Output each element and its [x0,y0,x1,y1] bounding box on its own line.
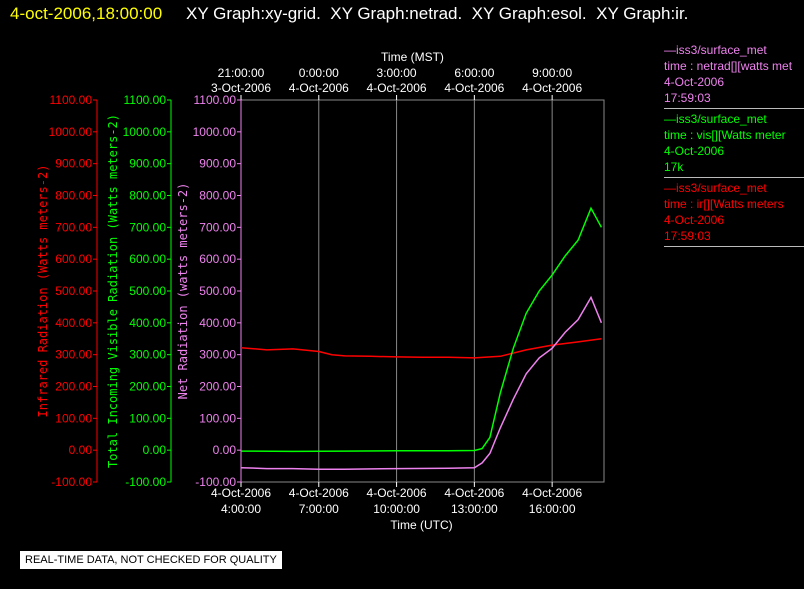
bottom-tick-time-label: 10:00:00 [373,502,420,516]
netrad-y-tick-label: 500.00 [199,284,236,298]
legend-title: —iss3/surface_met [664,112,767,126]
bottom-tick-date-label: 4-Oct-2006 [522,486,582,500]
top-tick-date-label: 4-Oct-2006 [522,81,582,95]
ir-y-tick-label: 100.00 [55,411,92,425]
netrad-y-tick-label: 800.00 [199,189,236,203]
bottom-axis-title: Time (UTC) [390,518,452,532]
bottom-tick-time-label: 4:00:00 [221,502,261,516]
vis-y-tick-label: 400.00 [129,316,166,330]
ir-y-tick-label: 500.00 [55,284,92,298]
top-tick-date-label: 4-Oct-2006 [444,81,504,95]
vis-y-tick-label: 800.00 [129,189,166,203]
top-tick-date-label: 3-Oct-2006 [211,81,271,95]
legend-entry-vis: —iss3/surface_met time : vis[][Watts met… [664,111,804,178]
vis-y-tick-label: 1100.00 [124,93,167,107]
ir-y-tick-label: 700.00 [55,220,92,234]
ir-y-tick-label: 600.00 [55,252,92,266]
vis-y-tick-label: 1000.00 [123,125,167,139]
vis-y-axis-title: Total Incoming Visible Radiation (Watts … [106,114,120,468]
ir-y-tick-label: 200.00 [55,380,92,394]
quality-disclaimer: REAL-TIME DATA, NOT CHECKED FOR QUALITY [20,551,282,569]
top-axis-title: Time (MST) [381,50,444,64]
ir-y-tick-label: 300.00 [55,348,92,362]
bottom-tick-time-label: 7:00:00 [299,502,339,516]
bottom-tick-date-label: 4-Oct-2006 [367,486,427,500]
netrad-y-tick-label: -100.00 [195,475,236,489]
top-tick-date-label: 4-Oct-2006 [367,81,427,95]
vis-y-tick-label: 500.00 [129,284,166,298]
legend-time: 17:59:03 [664,91,711,105]
top-tick-time-label: 3:00:00 [377,66,417,80]
legend-variable: time : vis[][Watts meter [664,128,786,142]
legend-time: 17:59:03 [664,229,711,243]
top-tick-time-label: 9:00:00 [532,66,572,80]
netrad-y-tick-label: 1000.00 [193,125,237,139]
top-tick-date-label: 4-Oct-2006 [289,81,349,95]
legend-time: 17k [664,160,684,174]
netrad-y-tick-label: 400.00 [199,316,236,330]
bottom-tick-time-label: 16:00:00 [529,502,576,516]
series-line-vis [240,206,603,453]
vis-y-tick-label: 900.00 [129,157,166,171]
ir-y-axis-title: Infrared Radiation (Watts meters-2) [36,165,50,418]
vis-y-tick-label: 300.00 [129,348,166,362]
vis-y-tick-label: 600.00 [129,252,166,266]
vis-y-tick-label: 0.00 [143,443,167,457]
legend-title: —iss3/surface_met [664,43,767,57]
vis-y-tick-label: 100.00 [129,411,166,425]
netrad-y-tick-label: 600.00 [199,252,236,266]
ir-y-tick-label: 800.00 [55,189,92,203]
bottom-tick-date-label: 4-Oct-2006 [289,486,349,500]
vis-y-tick-label: 200.00 [129,380,166,394]
legend: —iss3/surface_met time : netrad[][watts … [664,42,804,249]
legend-date: 4-Oct-2006 [664,75,725,89]
header-datetime: 4-oct-2006,18:00:00 [10,4,163,23]
netrad-y-tick-label: 100.00 [199,411,236,425]
ir-y-tick-label: 400.00 [55,316,92,330]
bottom-tick-time-label: 13:00:00 [451,502,498,516]
ir-y-tick-label: 0.00 [69,443,93,457]
top-tick-time-label: 0:00:00 [299,66,339,80]
legend-entry-ir: —iss3/surface_met time : ir[][Watts mete… [664,180,804,247]
ir-y-tick-label: -100.00 [51,475,92,489]
legend-variable: time : ir[][Watts meters [664,197,784,211]
ir-y-tick-label: 900.00 [55,157,92,171]
series-line-ir [240,338,602,359]
top-tick-time-label: 21:00:00 [218,66,265,80]
top-tick-time-label: 6:00:00 [454,66,494,80]
netrad-y-tick-label: 900.00 [199,157,236,171]
netrad-y-tick-label: 700.00 [199,220,236,234]
plot-frame [240,99,605,483]
vis-y-tick-label: 700.00 [129,220,166,234]
header-graph-list: XY Graph:xy-grid. XY Graph:netrad. XY Gr… [186,4,689,23]
netrad-y-tick-label: 200.00 [199,380,236,394]
series-line-netrad [240,295,603,471]
netrad-y-tick-label: 300.00 [199,348,236,362]
legend-entry-netrad: —iss3/surface_met time : netrad[][watts … [664,42,804,109]
legend-date: 4-Oct-2006 [664,144,725,158]
bottom-tick-date-label: 4-Oct-2006 [444,486,504,500]
ir-y-tick-label: 1000.00 [49,125,93,139]
netrad-y-tick-label: 0.00 [213,443,237,457]
netrad-y-axis-title: Net Radiation (watts meters-2) [176,183,190,400]
netrad-y-tick-label: 1100.00 [194,93,237,107]
legend-date: 4-Oct-2006 [664,213,725,227]
bottom-tick-date-label: 4-Oct-2006 [211,486,271,500]
legend-variable: time : netrad[][watts met [664,59,793,73]
ir-y-tick-label: 1100.00 [50,93,93,107]
vis-y-tick-label: -100.00 [125,475,166,489]
legend-title: —iss3/surface_met [664,181,767,195]
